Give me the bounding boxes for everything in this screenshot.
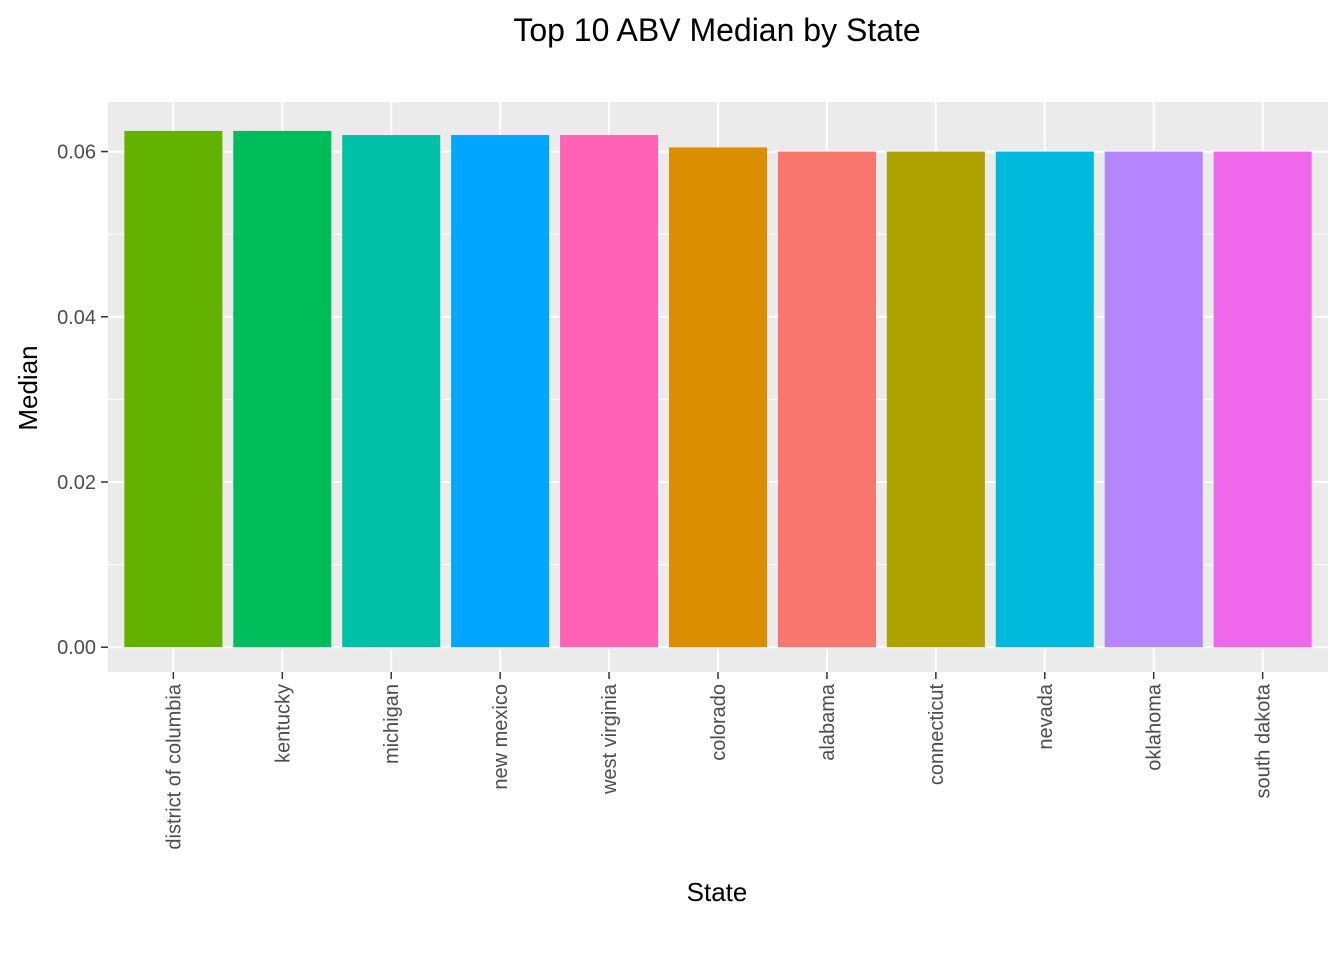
bar (342, 135, 441, 648)
x-tick-label: colorado (708, 684, 730, 761)
x-axis: district of columbia kentucky michigan new … (163, 672, 1275, 850)
x-tick-label: west virginia (599, 683, 621, 795)
x-tick-label: nevada (1035, 683, 1057, 749)
bar (668, 147, 768, 648)
x-tick-label: south dakota (1253, 683, 1275, 798)
x-tick-label: new mexico (490, 684, 512, 790)
bar (995, 151, 1094, 648)
x-tick-label: connecticut (926, 684, 948, 786)
bar (1213, 151, 1312, 648)
y-axis: 0.00 0.02 0.04 0.06 (57, 142, 108, 659)
x-tick-label: district of columbia (163, 683, 185, 849)
bar (1104, 151, 1203, 648)
y-axis-title: Median (13, 345, 43, 430)
bar (560, 135, 659, 648)
y-tick-label: 0.00 (57, 637, 96, 659)
y-tick-label: 0.04 (57, 307, 96, 329)
x-axis-title: State (687, 877, 748, 907)
bar (233, 130, 332, 648)
y-tick-label: 0.06 (57, 142, 96, 164)
bar (777, 151, 876, 648)
bar (124, 130, 223, 648)
x-tick-label: oklahoma (1144, 683, 1166, 771)
bar (886, 151, 985, 648)
x-tick-label: michigan (381, 684, 403, 764)
y-tick-label: 0.02 (57, 472, 96, 494)
bar (451, 135, 550, 648)
x-tick-label: kentucky (272, 684, 294, 763)
bars (124, 130, 1312, 648)
chart-title: Top 10 ABV Median by State (513, 12, 920, 48)
x-tick-label: alabama (817, 683, 839, 761)
